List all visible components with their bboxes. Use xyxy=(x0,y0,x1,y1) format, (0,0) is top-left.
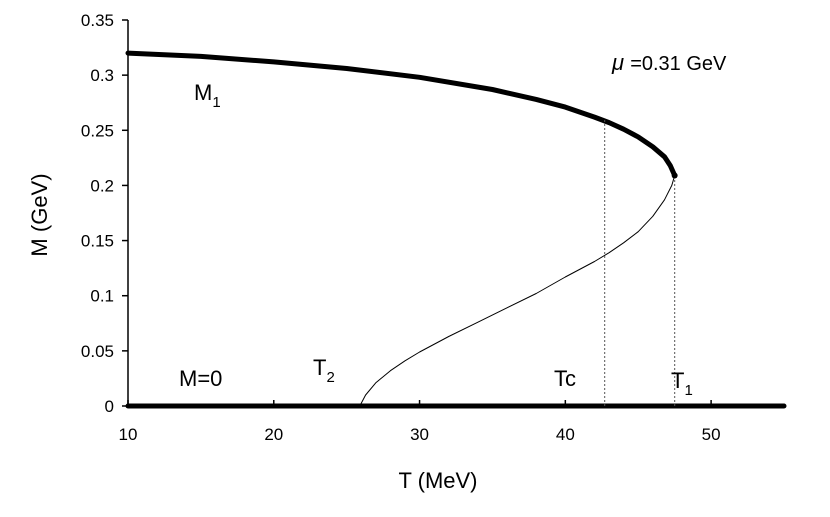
mu-symbol: μ xyxy=(611,50,624,75)
axes xyxy=(127,20,784,407)
y-tick-label: 0.05 xyxy=(81,342,114,361)
t2-label: T2 xyxy=(313,355,335,386)
t1-main: T xyxy=(671,368,684,393)
x-tick-label: 20 xyxy=(264,425,283,444)
y-tick-label: 0 xyxy=(105,397,114,416)
y-tick-label: 0.3 xyxy=(90,66,114,85)
x-ticks: 10 20 30 40 50 xyxy=(119,400,721,444)
m1-main: M xyxy=(194,80,212,105)
x-tick-label: 30 xyxy=(410,425,429,444)
y-tick-label: 0.25 xyxy=(81,121,114,140)
x-axis-title: T (MeV) xyxy=(398,468,477,493)
m0-label: M=0 xyxy=(179,366,222,391)
x-tick-label: 50 xyxy=(702,425,721,444)
series-line-thin-solid xyxy=(359,175,676,407)
x-tick-label: 40 xyxy=(556,425,575,444)
t2-main: T xyxy=(313,355,326,380)
t1-label: T1 xyxy=(671,368,693,399)
y-tick-label: 0.35 xyxy=(81,11,114,30)
tc-label: Tc xyxy=(554,366,576,391)
y-ticks: 0 0.05 0.1 0.15 0.2 0.25 0.3 0.35 xyxy=(81,11,128,416)
y-tick-label: 0.2 xyxy=(90,176,114,195)
x-tick-label: 10 xyxy=(119,425,138,444)
series-line-thick-solid xyxy=(125,50,678,178)
t1-sub: 1 xyxy=(684,382,692,399)
series-layer xyxy=(125,50,787,409)
y-tick-label: 0.1 xyxy=(90,287,114,306)
m1-label: M1 xyxy=(194,80,221,111)
y-tick-label: 0.15 xyxy=(81,232,114,251)
mu-value: =0.31 GeV xyxy=(630,53,727,75)
y-axis-title: M (GeV) xyxy=(27,173,52,256)
turning-point-marker xyxy=(671,172,678,179)
m1-sub: 1 xyxy=(212,94,220,111)
t2-sub: 2 xyxy=(326,369,334,386)
mu-annotation: μ =0.31 GeV xyxy=(611,50,727,75)
